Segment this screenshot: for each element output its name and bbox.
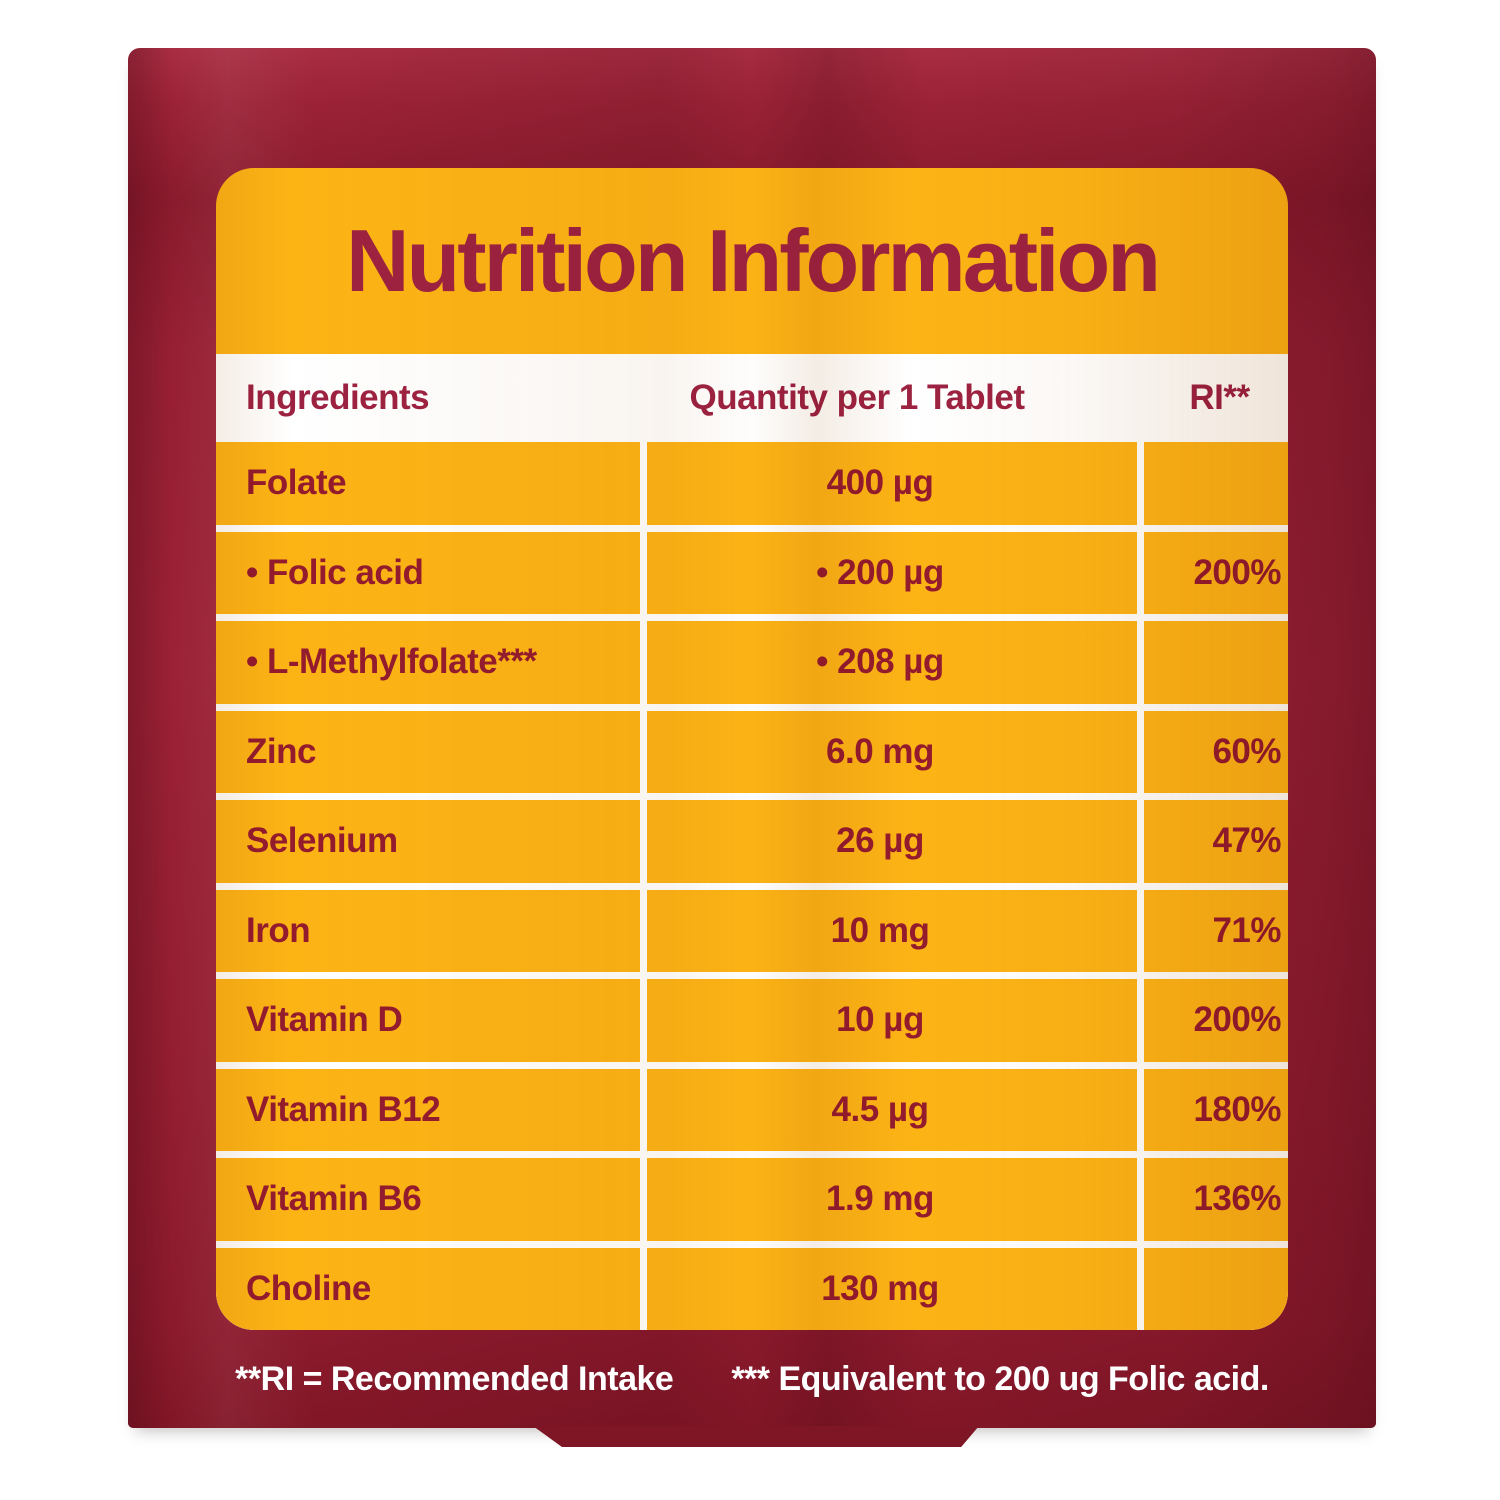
- table-cell-ri: [1144, 442, 1288, 525]
- table-body: Folate 400 µg • Folic acid • 200 µg 200%…: [216, 442, 1288, 1330]
- table-cell-ingredient: Choline: [216, 1247, 640, 1330]
- footnotes: **RI = Recommended Intake *** Equivalent…: [128, 1330, 1376, 1428]
- table-cell-ingredient: Zinc: [216, 710, 640, 793]
- table-cell-ingredient: Iron: [216, 889, 640, 972]
- table-cell-quantity: 26 µg: [647, 800, 1137, 883]
- table-cell-ingredient: Selenium: [216, 800, 640, 883]
- table-cell-ri: 71%: [1144, 889, 1288, 972]
- table-header-row: Ingredients Quantity per 1 Tablet RI**: [216, 354, 1288, 442]
- nutrition-card: Nutrition Information Ingredients Quanti…: [216, 168, 1288, 1330]
- panel-bottom-notch: [533, 1426, 979, 1447]
- column-header-quantity: Quantity per 1 Tablet: [689, 378, 1025, 417]
- table-cell-ri: 60%: [1144, 710, 1288, 793]
- column-header-ri: RI**: [1189, 378, 1250, 417]
- title-area: Nutrition Information: [216, 168, 1288, 354]
- table-cell-ri: [1144, 621, 1288, 704]
- table-cell-quantity: 6.0 mg: [647, 710, 1137, 793]
- table-cell-ingredient: Vitamin B12: [216, 1068, 640, 1151]
- table-cell-ri: 200%: [1144, 979, 1288, 1062]
- table-cell-quantity: 4.5 µg: [647, 1068, 1137, 1151]
- table-cell-quantity: 10 µg: [647, 979, 1137, 1062]
- table-cell-ingredient: Vitamin B6: [216, 1158, 640, 1241]
- column-header-ingredients: Ingredients: [246, 378, 430, 417]
- table-cell-ingredient: • L-Methylfolate***: [216, 621, 640, 704]
- page-title: Nutrition Information: [346, 211, 1161, 310]
- table-cell-ingredient: Folate: [216, 442, 640, 525]
- table-cell-ingredient: • Folic acid: [216, 531, 640, 614]
- table-cell-ri: 47%: [1144, 800, 1288, 883]
- table-cell-ri: 200%: [1144, 531, 1288, 614]
- table-cell-quantity: • 208 µg: [647, 621, 1137, 704]
- footnote-equivalence: *** Equivalent to 200 ug Folic acid.: [731, 1359, 1269, 1398]
- table-cell-quantity: 1.9 mg: [647, 1158, 1137, 1241]
- table-cell-ri: 136%: [1144, 1158, 1288, 1241]
- table-cell-quantity: 130 mg: [647, 1247, 1137, 1330]
- table-cell-quantity: • 200 µg: [647, 531, 1137, 614]
- pouch-label-panel: Nutrition Information Ingredients Quanti…: [128, 48, 1376, 1428]
- table-cell-quantity: 10 mg: [647, 889, 1137, 972]
- table-cell-ri: 180%: [1144, 1068, 1288, 1151]
- table-cell-quantity: 400 µg: [647, 442, 1137, 525]
- table-cell-ingredient: Vitamin D: [216, 979, 640, 1062]
- table-cell-ri: [1144, 1247, 1288, 1330]
- footnote-ri-definition: **RI = Recommended Intake: [235, 1359, 674, 1398]
